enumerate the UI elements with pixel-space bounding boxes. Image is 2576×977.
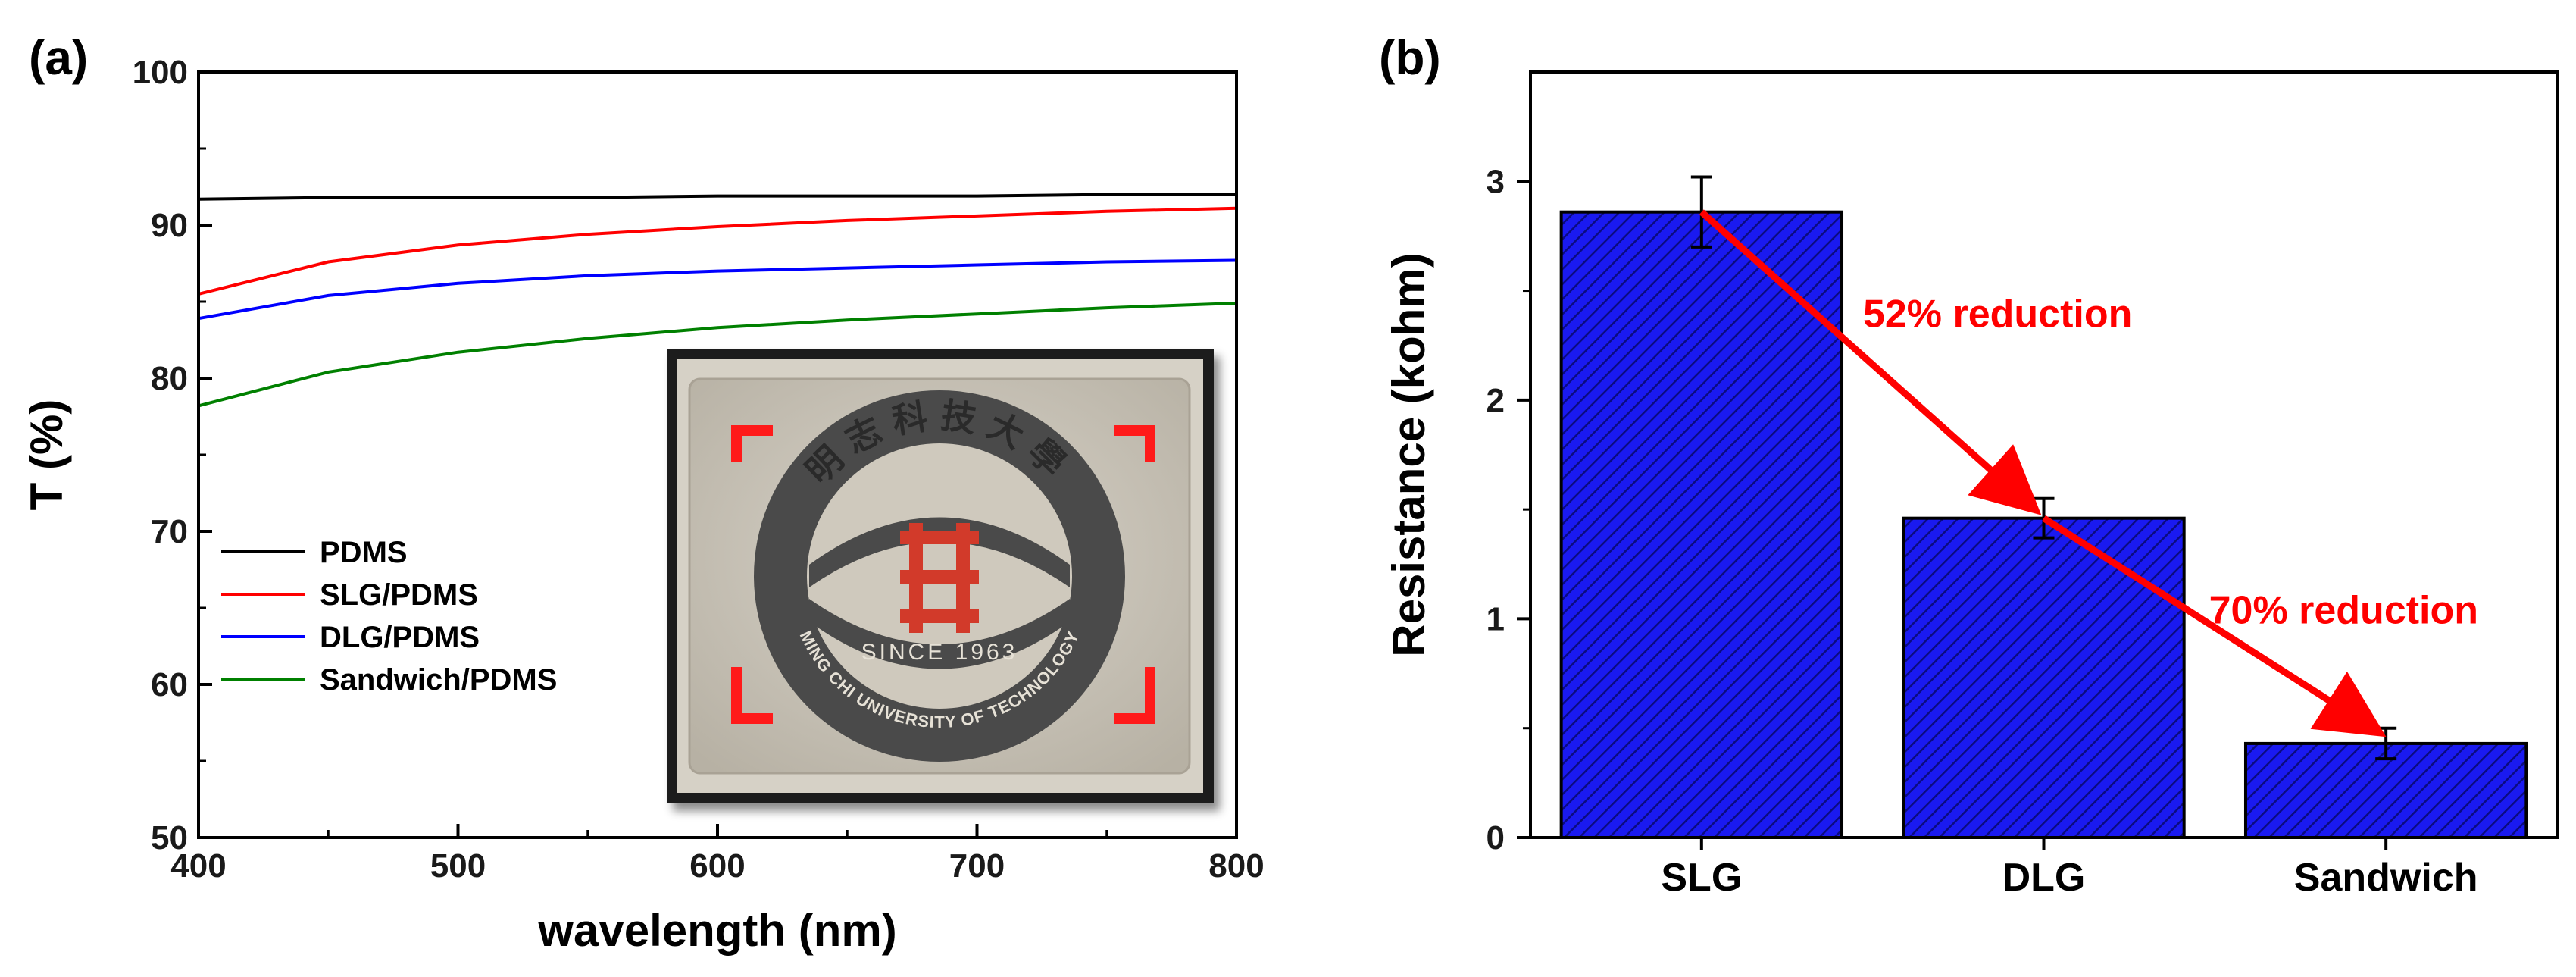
panel-b-ticks: 0 1 2 3 SLG DLG Sandwich bbox=[1487, 163, 2478, 900]
y-tick-label: 3 bbox=[1487, 163, 1505, 200]
panel-b-plot-frame bbox=[1529, 70, 2559, 839]
x-category-label: DLG bbox=[2002, 856, 2086, 900]
legend-label: PDMS bbox=[320, 536, 408, 569]
x-tick-label: 800 bbox=[1208, 847, 1264, 885]
panel-b-bars bbox=[1559, 175, 2528, 840]
corner-marks bbox=[731, 425, 1155, 724]
reduction-arrow bbox=[2042, 515, 2387, 737]
panel-a-y-axis-label: T (%) bbox=[21, 399, 72, 511]
reduction-arrow bbox=[1699, 209, 2042, 515]
bar-dlg bbox=[1902, 516, 2186, 840]
panel-a-plot-frame bbox=[197, 70, 1238, 839]
y-tick-label: 1 bbox=[1487, 600, 1505, 637]
university-seal: 明志科技大學 MING CHI UNIVERSITY OF TECHNOLOGY… bbox=[754, 390, 1125, 762]
y-tick-label: 0 bbox=[1487, 819, 1505, 856]
seal-year-text: SINCE 1963 bbox=[861, 640, 1018, 665]
panel-b-bar-chart: (b) 0 1 2 3 SLG DLG Sandwich Resistance (kohm)… bbox=[1379, 30, 2559, 900]
x-category-label: Sandwich bbox=[2294, 856, 2478, 900]
legend-label: SLG/PDMS bbox=[320, 578, 478, 612]
reduction-annotation: 52% reduction bbox=[1863, 293, 2132, 337]
bar-slg bbox=[1559, 210, 1844, 839]
panel-a-label: (a) bbox=[29, 30, 88, 85]
panel-a-series bbox=[198, 193, 1237, 408]
series-line-sandwich-pdms bbox=[198, 302, 1237, 408]
panel-a-legend: PDMS SLG/PDMS DLG/PDMS Sandwich/PDMS bbox=[221, 536, 557, 697]
series-line-pdms bbox=[198, 193, 1236, 201]
seal-lower-band bbox=[809, 599, 1070, 669]
panel-a-line-chart: (a) 400 500 600 700 800 50 60 70 80 90 100 T (%) w… bbox=[21, 30, 1265, 956]
x-tick-label: 500 bbox=[430, 847, 486, 885]
y-tick-label: 70 bbox=[151, 513, 188, 550]
reduction-annotation: 70% reduction bbox=[2209, 588, 2478, 632]
legend-label: DLG/PDMS bbox=[320, 621, 480, 654]
x-tick-label: 400 bbox=[170, 847, 226, 885]
y-tick-label: 80 bbox=[151, 360, 188, 397]
series-line-dlg-pdms bbox=[198, 258, 1237, 321]
x-tick-label: 700 bbox=[949, 847, 1005, 885]
y-tick-label: 100 bbox=[133, 54, 188, 91]
y-tick-label: 60 bbox=[151, 666, 188, 703]
legend-label: Sandwich/PDMS bbox=[320, 663, 557, 697]
series-line-slg-pdms bbox=[198, 206, 1237, 296]
inset-photo: 明志科技大學 MING CHI UNIVERSITY OF TECHNOLOGY… bbox=[667, 349, 1214, 803]
panel-b-annotations: 52% reduction 70% reduction bbox=[1699, 209, 2478, 737]
seal-emblem bbox=[900, 523, 979, 633]
panel-a-x-axis-label: wavelength (nm) bbox=[537, 905, 896, 956]
panel-b-label: (b) bbox=[1379, 30, 1441, 85]
x-tick-label: 600 bbox=[689, 847, 745, 885]
y-tick-label: 50 bbox=[151, 819, 188, 856]
y-tick-label: 90 bbox=[151, 207, 188, 244]
seal-upper-band bbox=[809, 517, 1070, 587]
y-tick-label: 2 bbox=[1487, 382, 1505, 419]
x-category-label: SLG bbox=[1661, 856, 1742, 900]
panel-a-ticks: 400 500 600 700 800 50 60 70 80 90 100 bbox=[133, 54, 1265, 885]
panel-b-y-axis-label: Resistance (kohm) bbox=[1383, 252, 1434, 657]
